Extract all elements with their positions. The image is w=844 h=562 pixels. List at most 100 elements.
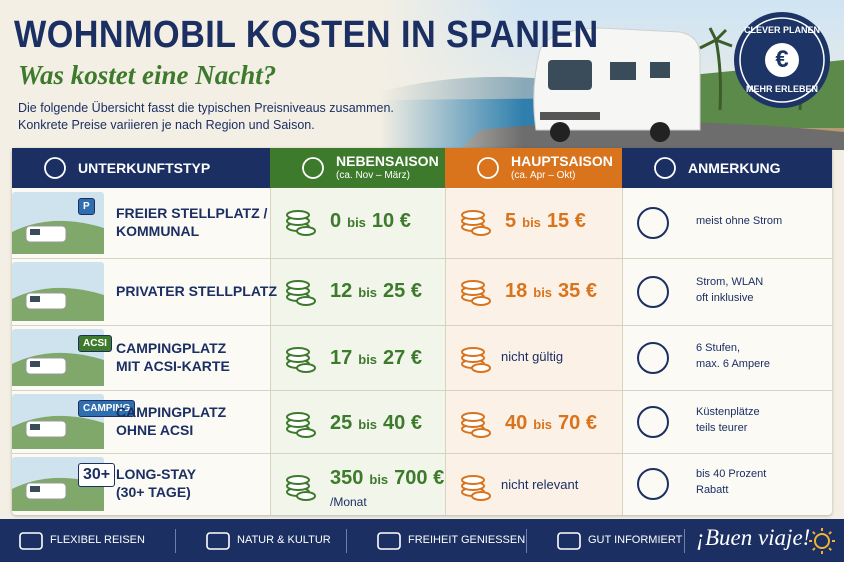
price-to: 10 € xyxy=(371,210,411,232)
price: 0 bis 10 € xyxy=(330,210,411,233)
price-to: 27 € xyxy=(383,347,422,369)
note-icon xyxy=(637,341,669,374)
price-unit: /Monat xyxy=(330,495,367,509)
slogan: ¡Buen viaje! xyxy=(696,525,811,550)
thumbnail xyxy=(12,262,104,321)
column-divider xyxy=(445,258,446,325)
column-divider xyxy=(622,325,623,390)
footer-item: FLEXIBEL REISEN xyxy=(50,534,145,546)
price-sep: bis xyxy=(358,417,378,432)
footer-divider xyxy=(526,529,527,553)
price-from: 18 xyxy=(505,280,528,302)
thumbnail-badge: ACSI xyxy=(78,335,112,352)
footer-divider xyxy=(346,529,347,553)
column-header: NEBENSAISON (ca. Nov – März) xyxy=(270,148,445,188)
column-divider xyxy=(270,453,271,515)
accommodation-type: FREIER STELLPLATZ / xyxy=(116,205,268,221)
description: Die folgende Übersicht fasst die typisch… xyxy=(18,100,394,134)
note-text: Rabatt xyxy=(696,484,729,496)
price-sep: bis xyxy=(347,215,366,230)
price-table: UNTERKUNFTSTYP NEBENSAISON (ca. Nov – März… xyxy=(12,148,832,515)
column-header: UNTERKUNFTSTYP xyxy=(12,148,270,188)
footer-item: FREIHEIT GENIESSEN xyxy=(408,534,526,546)
price-text: nicht relevant xyxy=(501,477,579,492)
column-title: UNTERKUNFTSTYP xyxy=(78,160,211,176)
row-divider xyxy=(12,258,832,259)
price-to: 25 € xyxy=(383,280,422,302)
coins-icon xyxy=(286,475,316,501)
note-text: teils teurer xyxy=(696,421,748,434)
badge-symbol: € xyxy=(775,46,789,73)
accommodation-type: CAMPINGPLATZ xyxy=(116,403,227,420)
accommodation-type: PRIVATER STELLPLATZ xyxy=(116,282,277,299)
price-from: 0 xyxy=(330,210,342,232)
price: 12 bis 25 € xyxy=(330,280,422,303)
price: 40 bis 70 € xyxy=(505,412,597,435)
price-sep: bis xyxy=(522,215,541,230)
row-divider xyxy=(12,390,832,391)
footer-icon xyxy=(206,532,230,550)
footer-item: GUT INFORMIERT xyxy=(588,534,683,546)
accommodation-type: (30+ TAGE) xyxy=(116,484,191,500)
column-divider xyxy=(622,453,623,515)
badge-bottom: MEHR ERLEBEN xyxy=(745,84,818,94)
badge-top: CLEVER PLANEN xyxy=(743,25,820,35)
coins-icon xyxy=(461,280,491,306)
price-to: 700 € xyxy=(394,467,445,489)
note-icon xyxy=(637,207,669,239)
column-divider xyxy=(622,188,623,258)
accommodation-type: KOMMUNAL xyxy=(116,223,200,239)
coins-icon xyxy=(286,412,316,438)
footer: FLEXIBEL REISEN NATUR & KULTUR FREIHEIT GE… xyxy=(0,519,844,562)
note-text: max. 6 Ampere xyxy=(696,357,770,370)
badge xyxy=(734,12,830,108)
price-from: 12 xyxy=(330,280,353,302)
column-title: ANMERKUNG xyxy=(688,160,781,176)
price-from: 5 xyxy=(505,210,517,232)
note-text: oft inklusive xyxy=(696,291,754,304)
column-divider xyxy=(445,453,446,515)
note-text: bis 40 Prozent xyxy=(696,468,767,480)
column-note: (ca. Nov – März) xyxy=(336,170,410,181)
note-icon xyxy=(637,275,669,308)
column-divider xyxy=(622,390,623,453)
column-divider xyxy=(622,258,623,325)
price-sep: bis xyxy=(358,352,378,367)
price: 25 bis 40 € xyxy=(330,412,422,435)
price-text: nicht gültig xyxy=(501,349,564,364)
note-text: Strom, WLAN xyxy=(696,275,764,288)
price-to: 70 € xyxy=(558,412,597,434)
price-to: 15 € xyxy=(546,210,586,232)
description-line: Konkrete Preise variieren je nach Region… xyxy=(18,118,315,132)
footer-item: NATUR & KULTUR xyxy=(237,534,331,546)
note-icon xyxy=(637,405,669,438)
header-scene xyxy=(0,0,844,150)
coins-icon xyxy=(286,210,316,236)
footer-divider xyxy=(175,529,176,553)
column-header: HAUPTSAISON (ca. Apr – Okt) xyxy=(445,148,622,188)
column-icon xyxy=(477,157,499,179)
coins-icon xyxy=(461,210,491,236)
price-sep: bis xyxy=(533,285,553,300)
price-to: 40 € xyxy=(383,412,422,434)
sun-icon xyxy=(809,528,835,554)
camper xyxy=(533,27,701,142)
accommodation-type: CAMPINGPLATZ xyxy=(116,339,227,356)
coins-icon xyxy=(461,475,491,501)
note-icon xyxy=(637,468,669,500)
price-sep: bis xyxy=(358,285,378,300)
accommodation-type: MIT ACSI-KARTE xyxy=(116,357,230,374)
note-text: meist ohne Strom xyxy=(696,215,783,227)
price-from: 17 xyxy=(330,347,353,369)
price-sep: bis xyxy=(369,472,389,487)
description-line: Die folgende Übersicht fasst die typisch… xyxy=(18,101,394,115)
thumbnail-badge: 30+ xyxy=(78,463,116,487)
subtitle: Was kostet eine Nacht? xyxy=(18,60,277,90)
row-divider xyxy=(12,453,832,454)
footer-divider xyxy=(684,529,685,553)
note-text: 6 Stufen, xyxy=(696,341,741,354)
thumbnail-badge: P xyxy=(78,198,95,215)
footer-icon xyxy=(557,532,581,550)
